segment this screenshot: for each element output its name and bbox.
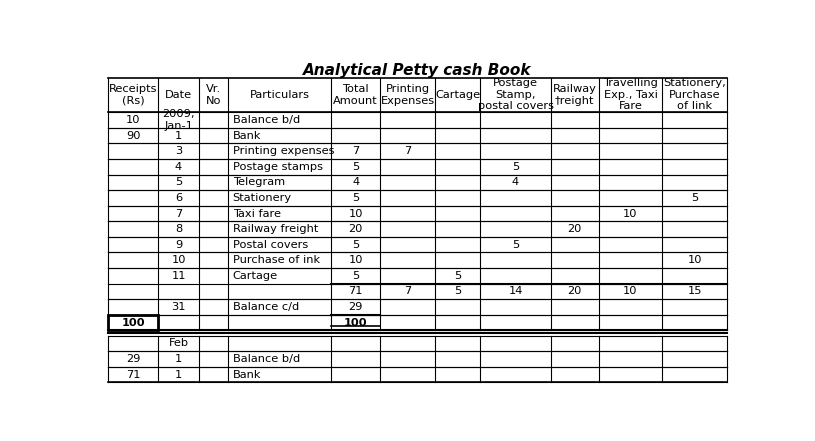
Text: Vr.
No: Vr. No — [205, 84, 221, 106]
Text: 5: 5 — [352, 193, 359, 203]
Text: 100: 100 — [121, 318, 145, 328]
Text: 29: 29 — [349, 302, 363, 312]
Text: Receipts
(Rs): Receipts (Rs) — [109, 84, 157, 106]
Text: Cartage: Cartage — [232, 271, 278, 281]
Text: Balance c/d: Balance c/d — [232, 302, 299, 312]
Text: 5: 5 — [691, 193, 698, 203]
Text: 100: 100 — [344, 318, 368, 328]
Text: Postage stamps: Postage stamps — [232, 162, 323, 172]
Text: Printing expenses: Printing expenses — [232, 146, 334, 156]
Text: 2009,
Jan-1: 2009, Jan-1 — [162, 109, 195, 131]
Text: 5: 5 — [454, 287, 461, 296]
Text: Stationery,
Purchase
of link: Stationery, Purchase of link — [663, 78, 726, 112]
Text: Postal covers: Postal covers — [232, 239, 308, 250]
Text: Purchase of ink: Purchase of ink — [232, 255, 319, 265]
Text: Particulars: Particulars — [249, 90, 310, 100]
Text: 8: 8 — [175, 224, 183, 234]
Text: 15: 15 — [687, 287, 702, 296]
Text: 90: 90 — [126, 131, 140, 141]
Text: 6: 6 — [175, 193, 182, 203]
Text: 10: 10 — [171, 255, 186, 265]
Text: 7: 7 — [404, 146, 412, 156]
Text: 20: 20 — [567, 287, 582, 296]
Text: 4: 4 — [175, 162, 182, 172]
Text: Taxi fare: Taxi fare — [232, 209, 280, 218]
Text: 5: 5 — [352, 239, 359, 250]
Text: 5: 5 — [352, 271, 359, 281]
Text: 11: 11 — [171, 271, 186, 281]
Text: 5: 5 — [454, 271, 461, 281]
Text: Balance b/d: Balance b/d — [232, 115, 300, 125]
Text: Printing
Expenses: Printing Expenses — [381, 84, 435, 106]
Text: Date: Date — [165, 90, 192, 100]
Text: 1: 1 — [175, 354, 183, 364]
Text: 10: 10 — [687, 255, 702, 265]
Text: 7: 7 — [175, 209, 183, 218]
Text: 3: 3 — [175, 146, 183, 156]
Text: 29: 29 — [126, 354, 140, 364]
Text: 71: 71 — [126, 370, 140, 380]
Text: 10: 10 — [126, 115, 140, 125]
Text: Bank: Bank — [232, 370, 261, 380]
Text: 10: 10 — [623, 209, 637, 218]
Text: Total
Amount: Total Amount — [333, 84, 378, 106]
Text: 5: 5 — [512, 239, 519, 250]
Text: Analytical Petty cash Book: Analytical Petty cash Book — [303, 63, 532, 78]
Text: 10: 10 — [349, 255, 363, 265]
Text: 5: 5 — [512, 162, 519, 172]
Text: 4: 4 — [512, 177, 519, 187]
Text: Bank: Bank — [232, 131, 261, 141]
Text: Postage
Stamp,
postal covers: Postage Stamp, postal covers — [478, 78, 553, 112]
Text: 9: 9 — [175, 239, 183, 250]
Text: 5: 5 — [175, 177, 183, 187]
Text: 4: 4 — [352, 177, 359, 187]
Text: Stationery: Stationery — [232, 193, 292, 203]
Text: 7: 7 — [352, 146, 359, 156]
Text: 10: 10 — [349, 209, 363, 218]
Text: Feb: Feb — [169, 338, 188, 348]
Text: Balance b/d: Balance b/d — [232, 354, 300, 364]
Text: 71: 71 — [349, 287, 363, 296]
Text: 31: 31 — [171, 302, 186, 312]
Text: 1: 1 — [175, 370, 183, 380]
Text: 5: 5 — [352, 162, 359, 172]
Text: 14: 14 — [509, 287, 522, 296]
Text: Railway freight: Railway freight — [232, 224, 318, 234]
Text: Travelling
Exp., Taxi
Fare: Travelling Exp., Taxi Fare — [603, 78, 658, 112]
Text: 7: 7 — [404, 287, 412, 296]
Bar — [108, 315, 158, 330]
Text: Telegram: Telegram — [232, 177, 284, 187]
Text: Railway
†reight: Railway †reight — [553, 84, 597, 106]
Text: Cartage: Cartage — [435, 90, 480, 100]
Text: 20: 20 — [349, 224, 363, 234]
Text: 1: 1 — [175, 131, 183, 141]
Text: 20: 20 — [567, 224, 582, 234]
Text: 10: 10 — [623, 287, 637, 296]
